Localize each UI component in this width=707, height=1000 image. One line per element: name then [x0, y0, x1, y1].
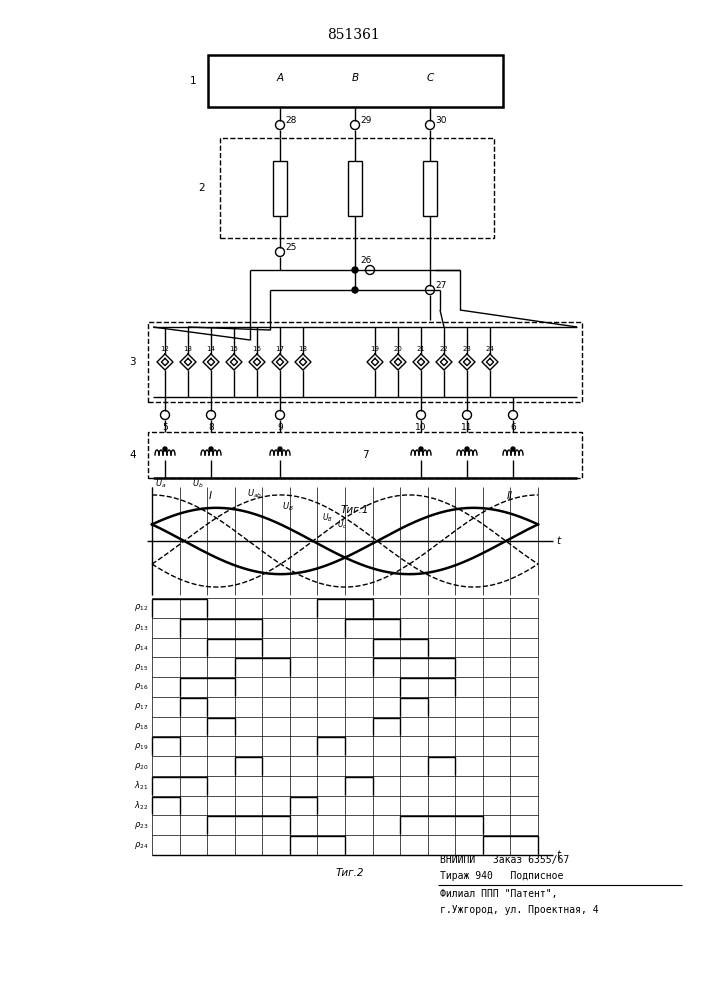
- Text: 20: 20: [394, 346, 402, 352]
- Circle shape: [419, 447, 423, 451]
- Text: $\rho_{16}$: $\rho_{16}$: [134, 681, 148, 692]
- Text: 26: 26: [360, 256, 371, 265]
- Circle shape: [352, 287, 358, 293]
- Text: $U_{ab}$: $U_{ab}$: [247, 488, 262, 500]
- Text: Тираж 940   Подписное: Тираж 940 Подписное: [440, 871, 563, 881]
- Text: $U_b$: $U_b$: [192, 478, 204, 490]
- Bar: [220, 138, 494, 238]
- Text: 6: 6: [510, 423, 516, 432]
- Text: 27: 27: [435, 281, 446, 290]
- Circle shape: [366, 265, 375, 274]
- Text: 2: 2: [199, 183, 205, 193]
- Text: 851361: 851361: [327, 28, 380, 42]
- Circle shape: [352, 267, 358, 273]
- Text: $U_B$: $U_B$: [322, 512, 333, 524]
- Circle shape: [416, 410, 426, 420]
- Circle shape: [163, 447, 167, 451]
- Text: $U_c$: $U_c$: [337, 519, 347, 531]
- Text: 16: 16: [252, 346, 262, 352]
- Text: t: t: [556, 536, 560, 546]
- Circle shape: [465, 447, 469, 451]
- Text: 14: 14: [206, 346, 216, 352]
- Circle shape: [426, 120, 435, 129]
- Text: 13: 13: [184, 346, 192, 352]
- Text: $\rho_{18}$: $\rho_{18}$: [134, 721, 148, 732]
- Text: $\rho_{14}$: $\rho_{14}$: [134, 642, 148, 653]
- Text: 19: 19: [370, 346, 380, 352]
- Text: $\rho_{12}$: $\rho_{12}$: [134, 602, 148, 613]
- Text: 4: 4: [129, 450, 136, 460]
- Bar: [148, 432, 582, 478]
- Text: $\rho_{17}$: $\rho_{17}$: [134, 701, 148, 712]
- Bar: [273, 160, 287, 216]
- Circle shape: [276, 120, 284, 129]
- Text: 15: 15: [230, 346, 238, 352]
- Circle shape: [209, 447, 213, 451]
- Text: $U_B$: $U_B$: [282, 500, 294, 513]
- Text: $\rho_{24}$: $\rho_{24}$: [134, 840, 148, 851]
- Text: 23: 23: [462, 346, 472, 352]
- Circle shape: [508, 410, 518, 420]
- Text: $\lambda_{21}$: $\lambda_{21}$: [134, 780, 148, 792]
- Text: 17: 17: [276, 346, 284, 352]
- Text: A: A: [276, 73, 284, 83]
- Text: 8: 8: [208, 423, 214, 432]
- Text: Τиг.2: Τиг.2: [336, 868, 364, 878]
- Circle shape: [511, 447, 515, 451]
- Text: C: C: [426, 73, 433, 83]
- Text: 1: 1: [189, 76, 196, 86]
- Circle shape: [278, 447, 282, 451]
- Circle shape: [276, 410, 284, 420]
- Bar: [208, 55, 503, 107]
- Circle shape: [426, 286, 435, 294]
- Text: 28: 28: [285, 116, 296, 125]
- Text: II: II: [507, 491, 513, 501]
- Text: Филиал ППП "Патент",: Филиал ППП "Патент",: [440, 889, 558, 899]
- Text: 22: 22: [440, 346, 448, 352]
- Circle shape: [276, 247, 284, 256]
- Text: 12: 12: [160, 346, 170, 352]
- Text: 24: 24: [486, 346, 494, 352]
- Bar: [423, 160, 437, 216]
- Text: 25: 25: [285, 243, 296, 252]
- Text: $\rho_{20}$: $\rho_{20}$: [134, 761, 148, 772]
- Circle shape: [351, 120, 359, 129]
- Text: г.Ужгород, ул. Проектная, 4: г.Ужгород, ул. Проектная, 4: [440, 905, 599, 915]
- Text: $U_a$: $U_a$: [155, 478, 166, 490]
- Text: 21: 21: [416, 346, 426, 352]
- Text: $\rho_{15}$: $\rho_{15}$: [134, 662, 148, 673]
- Text: I: I: [209, 491, 211, 501]
- Text: 30: 30: [435, 116, 447, 125]
- Text: ВНИИПИ   Заказ 6355/67: ВНИИПИ Заказ 6355/67: [440, 855, 569, 865]
- Circle shape: [206, 410, 216, 420]
- Circle shape: [160, 410, 170, 420]
- Bar: [148, 322, 582, 402]
- Text: 11: 11: [461, 423, 473, 432]
- Text: Τиг.1: Τиг.1: [341, 505, 369, 515]
- Text: 5: 5: [162, 423, 168, 432]
- Text: $\rho_{23}$: $\rho_{23}$: [134, 820, 148, 831]
- Text: 9: 9: [277, 423, 283, 432]
- Text: B: B: [351, 73, 358, 83]
- Circle shape: [462, 410, 472, 420]
- Text: t: t: [556, 850, 560, 860]
- Text: 29: 29: [360, 116, 371, 125]
- Bar: [348, 160, 362, 216]
- Text: $\lambda_{22}$: $\lambda_{22}$: [134, 799, 148, 812]
- Text: $\rho_{19}$: $\rho_{19}$: [134, 741, 148, 752]
- Text: 3: 3: [129, 357, 136, 367]
- Text: $\rho_{13}$: $\rho_{13}$: [134, 622, 148, 633]
- Text: 7: 7: [362, 450, 368, 460]
- Text: 18: 18: [298, 346, 308, 352]
- Text: 10: 10: [415, 423, 427, 432]
